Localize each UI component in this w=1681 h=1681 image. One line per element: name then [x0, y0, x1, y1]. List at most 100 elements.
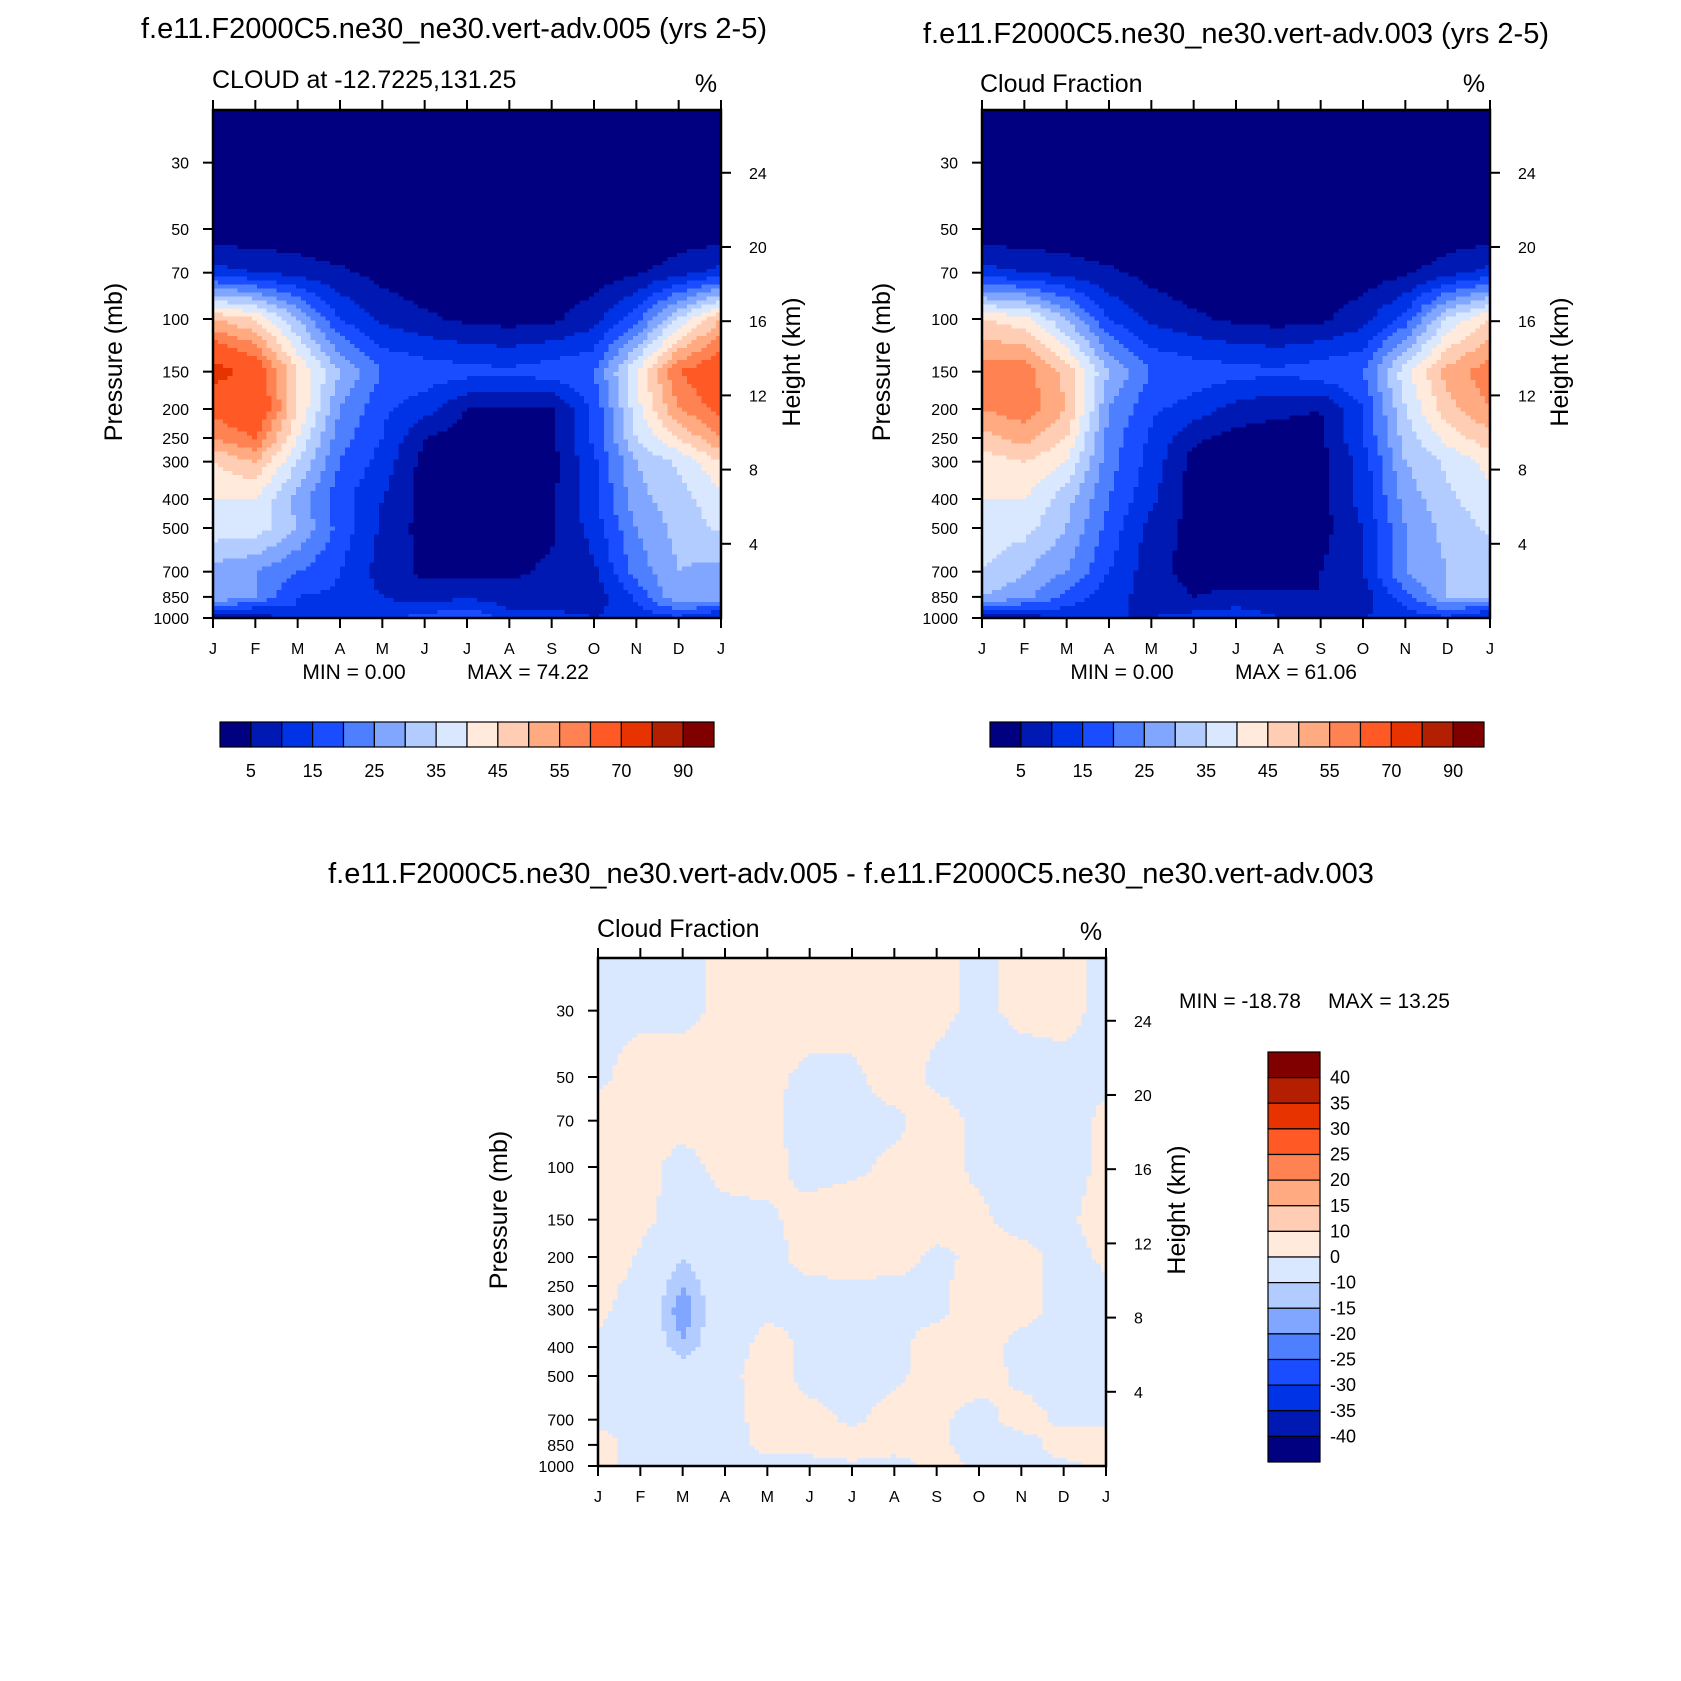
- contour-cell: [895, 1140, 965, 1146]
- contour-cell: [672, 344, 688, 349]
- contour-cell: [1138, 554, 1174, 560]
- contour-cell: [1411, 288, 1432, 294]
- contour-cell: [1045, 316, 1066, 321]
- contour-cell: [1421, 344, 1437, 349]
- contour-cell: [661, 1307, 672, 1312]
- contour-cell: [598, 1104, 785, 1110]
- contour-cell: [1363, 348, 1379, 353]
- contour-cell: [589, 407, 605, 413]
- contour-cell: [1446, 379, 1476, 385]
- contour-cell: [637, 582, 659, 587]
- contour-cell: [598, 1267, 628, 1273]
- contour-cell: [672, 606, 698, 611]
- contour-cell: [1055, 467, 1076, 472]
- contour-cell: [393, 471, 414, 476]
- contour-cell: [652, 610, 712, 615]
- contour-cell: [374, 383, 434, 389]
- contour-cell: [1128, 328, 1174, 333]
- contour-cell: [982, 494, 1027, 500]
- contour-cell: [647, 483, 688, 488]
- contour-cell: [603, 518, 620, 524]
- contour-cell: [296, 522, 317, 528]
- contour-cell: [690, 1323, 707, 1328]
- contour-cell: [676, 1327, 687, 1332]
- contour-cell: [652, 598, 673, 603]
- contour-cell: [701, 284, 722, 290]
- contour-cell: [608, 475, 624, 480]
- contour-cell: [623, 411, 634, 417]
- contour-cell: [1319, 570, 1364, 575]
- contour-cell: [418, 455, 561, 460]
- contour-cell: [642, 340, 654, 345]
- contour-cell: [1377, 367, 1389, 373]
- contour-cell: [266, 340, 278, 345]
- contour-cell: [618, 574, 634, 579]
- contour-cell: [788, 1176, 858, 1181]
- contour-cell: [1353, 459, 1369, 464]
- contour-cell: [1047, 1410, 1107, 1416]
- contour-cell: [1079, 419, 1091, 425]
- contour-cell: [579, 498, 600, 504]
- contour-cell: [871, 1406, 961, 1412]
- contour-cell: [598, 1045, 624, 1050]
- contour-cell: [1076, 1215, 1107, 1221]
- contour-cell: [681, 336, 698, 341]
- contour-cell: [213, 110, 722, 115]
- contour-cell: [1074, 550, 1095, 556]
- contour-cell: [413, 518, 556, 524]
- contour-cell: [982, 217, 1491, 222]
- contour-cell: [603, 371, 615, 377]
- contour-cell: [413, 534, 556, 540]
- contour-cell: [1436, 332, 1447, 337]
- contour-cell: [1406, 590, 1428, 595]
- contour-cell: [783, 1128, 907, 1134]
- contour-cell: [291, 506, 312, 512]
- contour-cell: [266, 316, 282, 321]
- contour-cell: [252, 296, 278, 302]
- contour-cell: [286, 364, 297, 369]
- contour-cell: [920, 1327, 1019, 1332]
- contour-cell: [305, 312, 322, 317]
- contour-cell: [1328, 538, 1364, 544]
- contour-cell: [281, 558, 317, 564]
- contour-cell: [579, 483, 600, 488]
- contour-cell: [213, 292, 263, 298]
- contour-cell: [677, 348, 703, 353]
- contour-cell: [1392, 522, 1408, 528]
- contour-cell: [1416, 387, 1432, 393]
- contour-cell: [320, 431, 336, 437]
- contour-cell: [1084, 352, 1095, 357]
- contour-cell: [1084, 471, 1100, 476]
- contour-cell: [628, 502, 659, 508]
- contour-cell: [256, 534, 287, 540]
- y-tick-label-700: 700: [547, 1413, 574, 1430]
- contour-cell: [261, 423, 273, 429]
- contour-cell: [256, 356, 268, 361]
- contour-cell: [1187, 332, 1345, 337]
- contour-cell: [598, 1323, 604, 1328]
- contour-cell: [982, 459, 1022, 464]
- contour-cell: [305, 300, 326, 306]
- contour-cell: [598, 1243, 643, 1249]
- contour-cell: [1079, 491, 1095, 496]
- contour-cell: [705, 977, 961, 983]
- contour-cell: [633, 423, 649, 429]
- contour-cell: [1104, 391, 1120, 397]
- contour-cell: [1475, 268, 1491, 274]
- contour-cell: [1343, 435, 1364, 441]
- contour-cell: [320, 479, 336, 484]
- contour-cell: [672, 332, 688, 337]
- contour-cell: [1042, 1267, 1102, 1273]
- contour-cell: [982, 538, 1027, 544]
- contour-cell: [706, 316, 722, 321]
- contour-cell: [1123, 526, 1144, 532]
- contour-cell: [213, 173, 722, 179]
- contour-cell: [1084, 598, 1130, 603]
- contour-cell: [691, 455, 712, 460]
- contour-cell: [613, 487, 629, 492]
- contour-cell: [1101, 1100, 1107, 1106]
- contour-cell: [964, 1152, 1092, 1158]
- contour-cell: [1060, 375, 1076, 381]
- contour-cell: [603, 530, 624, 536]
- contour-cell: [213, 530, 263, 536]
